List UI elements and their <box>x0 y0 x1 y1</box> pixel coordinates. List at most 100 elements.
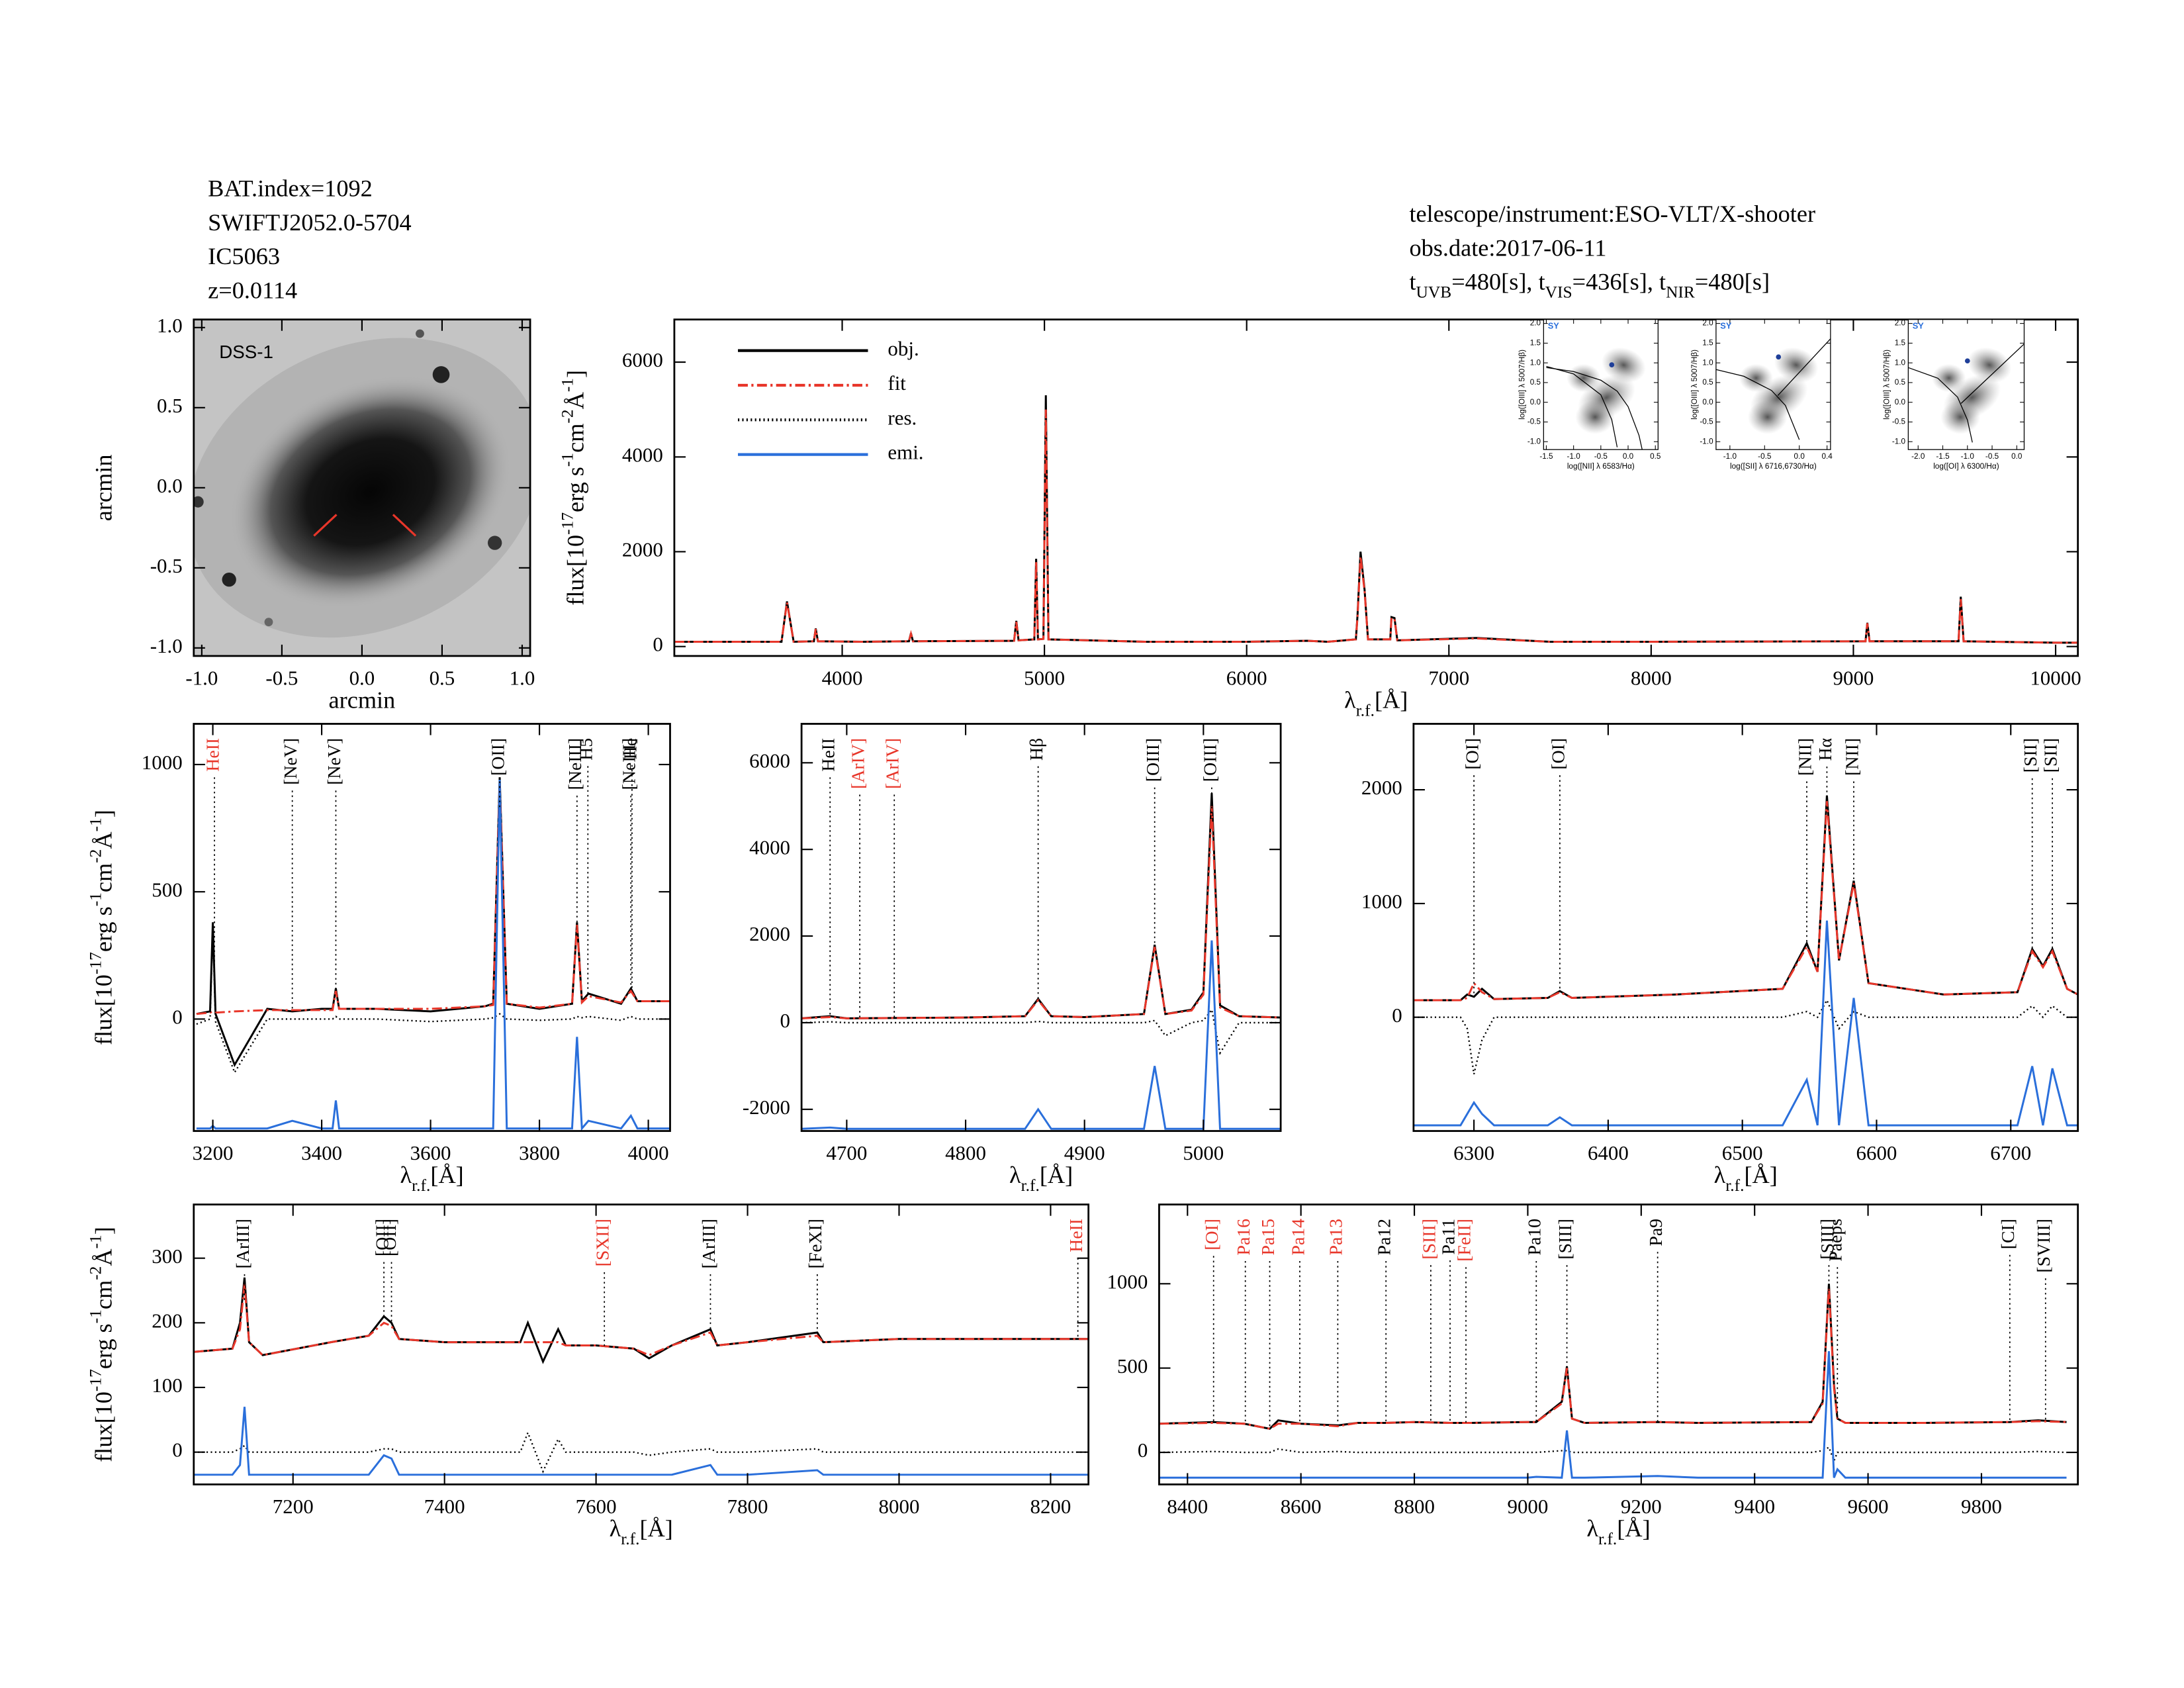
x-tick-label: 5000 <box>1024 666 1065 689</box>
line-label: [NeV] <box>324 738 345 785</box>
y-tick-label: 2.0 <box>1530 319 1541 328</box>
density <box>1567 363 1601 393</box>
x-tick-label: 7600 <box>576 1495 617 1518</box>
x-tick-label: -1.0 <box>1723 452 1737 461</box>
line-label: HeII <box>1066 1219 1087 1252</box>
spectrum-dotted <box>1413 998 2078 1074</box>
plot-area <box>674 395 2078 644</box>
spectrum-dotted <box>196 929 670 1074</box>
label-part: r.f. <box>1598 1530 1617 1548</box>
x-tick-label: 6300 <box>1453 1141 1494 1164</box>
plot-area <box>801 793 1281 1130</box>
line-label: [SIII] <box>1555 1219 1576 1260</box>
density <box>1774 347 1819 383</box>
label-part: [Å] <box>1375 687 1408 714</box>
y-tick-label: 0 <box>1392 1004 1402 1027</box>
label-part: flux[10 <box>563 535 589 606</box>
label-part: cm <box>91 863 117 892</box>
line-label: H5 <box>576 738 597 761</box>
label-part: [Å] <box>430 1162 463 1188</box>
x-tick-label: -1.5 <box>1936 452 1950 461</box>
frame <box>1412 723 2079 1132</box>
header-line: SWIFTJ2052.0-5704 <box>208 209 412 236</box>
line-label: [SII] <box>2021 738 2041 773</box>
y-tick-label: 500 <box>1117 1354 1148 1378</box>
x-axis-label: arcmin <box>329 687 396 714</box>
label-part: -1 <box>86 1235 105 1248</box>
line-label: [OI] <box>1202 1219 1222 1250</box>
panel: 8400 8600 8800 9000 9200 9400 9600 9800 0 500 1000… <box>1107 1203 2079 1548</box>
label-part: Å <box>563 392 589 409</box>
y-tick-label: 0 <box>1138 1438 1148 1462</box>
y-tick-label: 0.0 <box>1530 398 1541 406</box>
label-part: ] <box>563 370 589 378</box>
spectrum-dashdot <box>196 782 670 1015</box>
spectrum-solid <box>1413 795 2078 1002</box>
x-tick-label: -1.0 <box>1567 452 1581 461</box>
y-axis-label: log([OIII] λ 5007/Hβ) <box>1690 350 1699 420</box>
label-part: -2 <box>86 849 105 863</box>
y-tick-label: -0.5 <box>1892 418 1906 426</box>
y-axis-label: flux[10-17erg s-1cm-2Å-1] <box>86 1227 117 1462</box>
label-part: λ <box>1009 1162 1021 1188</box>
image-label: DSS-1 <box>219 342 273 362</box>
x-tick-label: 9000 <box>1507 1495 1548 1518</box>
density <box>1967 347 2012 383</box>
label-part: λ <box>400 1162 412 1188</box>
label-part: NIR <box>1666 283 1695 301</box>
y-tick-label: 500 <box>152 878 182 901</box>
y-tick-label: 0.5 <box>157 394 183 417</box>
y-tick-label: 1.0 <box>1702 358 1713 367</box>
label-part: -17 <box>86 952 105 974</box>
frame <box>193 1203 1090 1485</box>
density <box>1575 400 1615 434</box>
x-tick-label: 0.4 <box>1821 452 1833 461</box>
line-label: HeII <box>819 738 839 772</box>
x-tick-label: 8800 <box>1394 1495 1435 1518</box>
y-tick-label: 2000 <box>749 922 790 945</box>
y-tick-label: 0.5 <box>1895 378 1906 387</box>
plot-area <box>196 777 670 1131</box>
y-tick-label: 0.0 <box>1895 398 1906 406</box>
y-tick-label: 100 <box>152 1374 182 1397</box>
x-tick-label: -0.5 <box>1594 452 1608 461</box>
line-label: Pa10 <box>1525 1219 1545 1256</box>
label-part: Å <box>91 831 117 849</box>
object-point <box>1964 358 1970 364</box>
label-part: log([NII] λ 6583/Hα) <box>1567 462 1635 471</box>
frame <box>1543 319 1659 450</box>
y-tick-label: 0 <box>172 1006 182 1029</box>
density <box>1940 400 1981 434</box>
spectrum-solid <box>674 395 2078 644</box>
y-axis-label: flux[10-17erg s-1cm-2Å-1] <box>86 810 117 1045</box>
panel: 7200 7400 7600 7800 8000 82000100200300λr.f.[… <box>86 1203 1090 1548</box>
y-axis-label: log([OIII] λ 5007/Hβ) <box>1882 350 1891 420</box>
frame <box>193 723 671 1132</box>
x-tick-label: 6600 <box>1856 1141 1897 1164</box>
x-axis-label: λr.f.[Å] <box>400 1162 464 1194</box>
panel: -1.0 -0.5 0.0 0.4 -1.0 -0.5 0.0 0.5 1.0 1.5 2.0 log… <box>1690 319 1833 471</box>
line-label: Pa13 <box>1326 1219 1347 1256</box>
label-part: -2 <box>559 409 577 423</box>
label-part: arcmin <box>91 454 117 521</box>
line-label: [NII] <box>1842 738 1862 776</box>
y-tick-label: -1.0 <box>1700 437 1713 445</box>
x-tick-label: 10000 <box>2030 666 2081 689</box>
line-label: [OIII] <box>1200 738 1220 782</box>
x-tick-label: 4900 <box>1064 1141 1105 1164</box>
line-label: [SII] <box>2040 738 2061 773</box>
label-part: -1 <box>559 453 577 467</box>
label-part: UVB <box>1416 283 1452 301</box>
line-label: Paeps <box>1826 1219 1846 1262</box>
y-tick-label: 0.5 <box>1702 378 1713 387</box>
label-part: -17 <box>559 512 577 535</box>
header-line: z=0.0114 <box>208 277 297 303</box>
line-label: [OI] <box>1548 738 1569 770</box>
label-part: VIS <box>1545 283 1572 301</box>
label-part: [Å] <box>1617 1515 1650 1542</box>
line-label: Pa11 <box>1438 1219 1459 1254</box>
x-tick-label: 4800 <box>945 1141 986 1164</box>
label-part: =480[s] <box>1695 269 1770 295</box>
x-tick-label: -0.5 <box>1985 452 1999 461</box>
